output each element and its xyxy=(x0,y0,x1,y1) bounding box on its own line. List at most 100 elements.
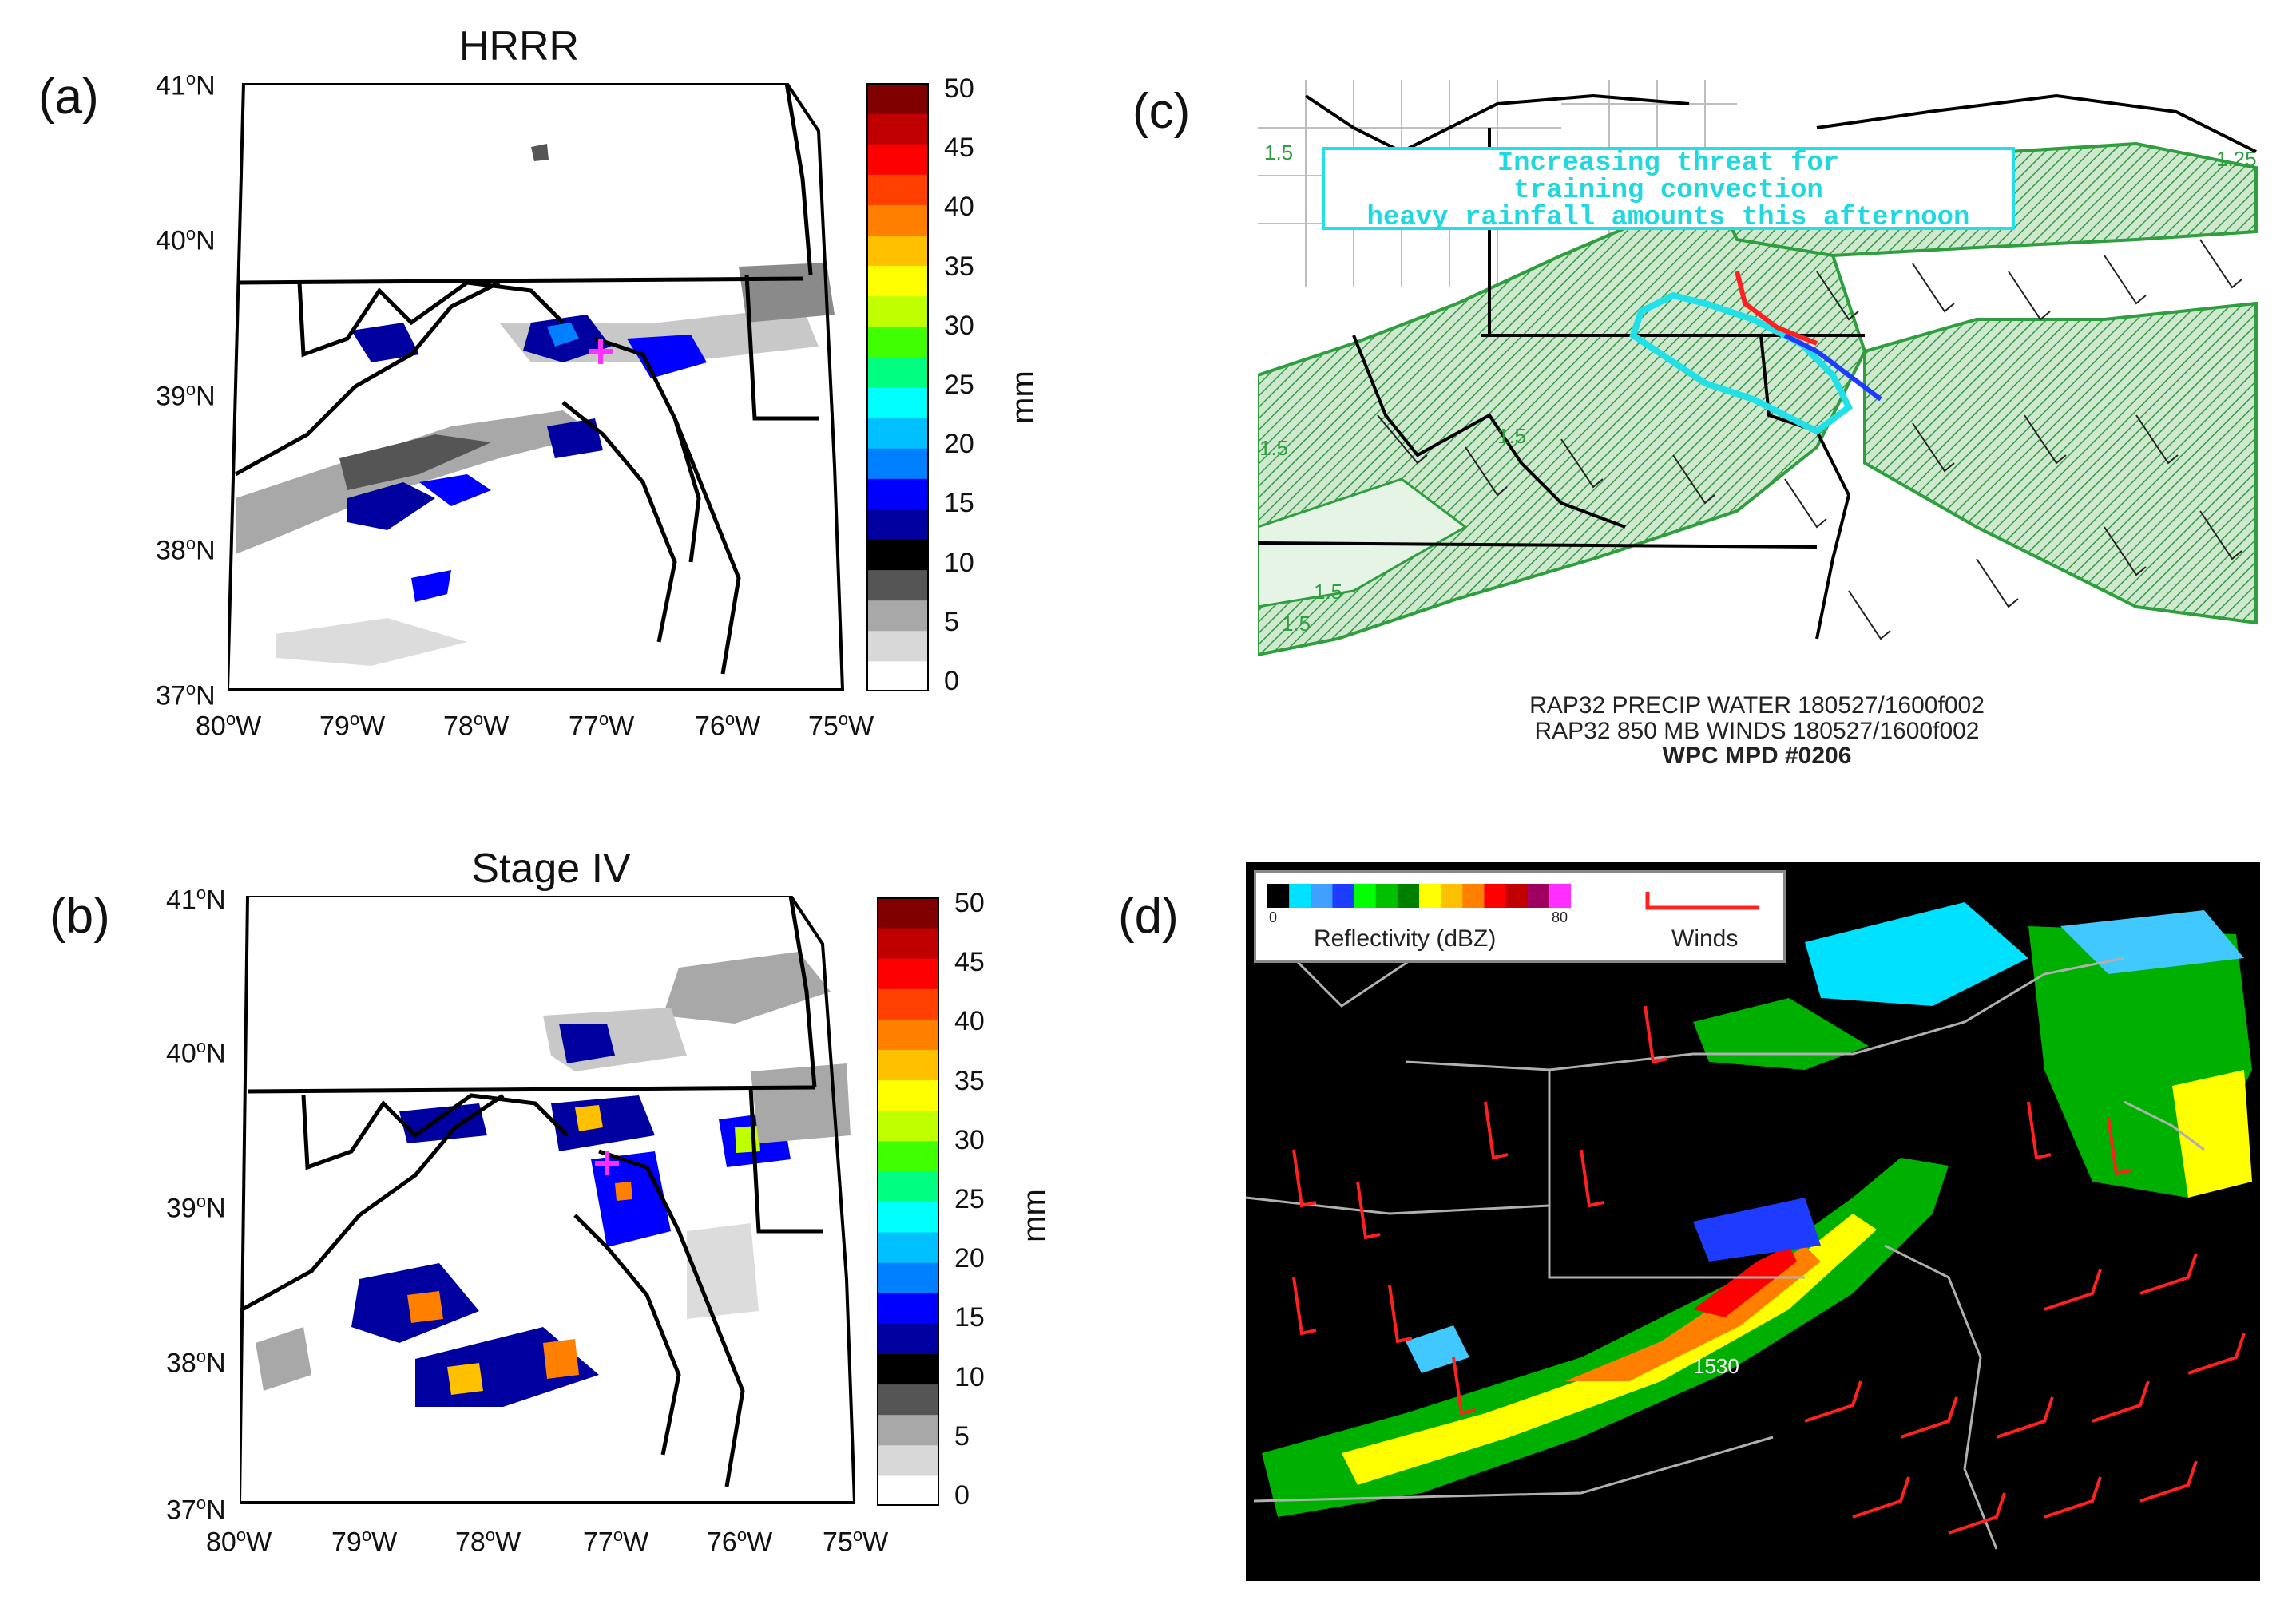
reflectivity-swatch xyxy=(1267,884,1290,908)
colorbar-segment xyxy=(877,1384,939,1416)
panel-b-title: Stage IV xyxy=(471,846,631,892)
colorbar-segment xyxy=(866,144,929,175)
colorbar-segment xyxy=(866,569,929,601)
colorbar-tick-label: 20 xyxy=(944,429,974,460)
colorbar-tick-label: 35 xyxy=(944,251,974,282)
panel-d-boundaries xyxy=(1246,941,2205,1550)
panel-b-lon-80: 80oW xyxy=(206,1525,272,1558)
panel-d-contour-label: 1530 xyxy=(1693,1354,1739,1378)
colorbar-tick-label: 0 xyxy=(954,1480,970,1511)
panel-d-letter: (d) xyxy=(1118,889,1179,944)
colorbar-segment xyxy=(877,928,939,959)
reflectivity-swatch xyxy=(1527,884,1550,908)
reflectivity-swatch xyxy=(1505,884,1529,908)
panel-a-title: HRRR xyxy=(458,23,580,69)
panel-a-colorbar xyxy=(866,83,929,691)
panel-a-lon-79: 79oW xyxy=(319,709,386,742)
panel-a-lon-76: 76oW xyxy=(695,709,761,742)
panel-d-legend-reflectivity: Reflectivity (dBZ) xyxy=(1314,925,1497,952)
colorbar-tick-label: 15 xyxy=(944,488,974,519)
panel-a-lat-39: 39oN xyxy=(156,379,216,412)
colorbar-segment xyxy=(866,204,929,236)
colorbar-tick-label: 45 xyxy=(944,133,974,164)
reflectivity-swatch xyxy=(1354,884,1377,908)
panel-c-caption: RAP32 PRECIP WATER 180527/1600f002 RAP32… xyxy=(1278,693,2236,769)
colorbar-segment xyxy=(866,448,929,479)
panel-d-legend: 0 80 Reflectivity (dBZ) Winds xyxy=(1254,870,1786,963)
panel-a-lat-40: 40oN xyxy=(156,224,216,256)
panel-b-lon-79: 79oW xyxy=(331,1525,398,1558)
colorbar-segment xyxy=(866,174,929,205)
panel-c-contour-labels: 1.5 1.25 1.5 1.5 1.5 1.5 xyxy=(1259,141,2257,636)
colorbar-segment xyxy=(877,1444,939,1476)
panel-a-map xyxy=(228,83,845,691)
panel-d-legend-winds: Winds xyxy=(1671,925,1739,952)
colorbar-segment xyxy=(877,1140,939,1172)
colorbar-segment xyxy=(866,539,929,571)
colorbar-tick-label: 15 xyxy=(954,1302,985,1333)
panel-d-legend-min: 0 xyxy=(1269,909,1278,925)
reflectivity-swatch xyxy=(1397,884,1420,908)
panel-c-contour-label: 1.25 xyxy=(2216,147,2257,171)
panel-b-map xyxy=(240,896,855,1504)
panel-a-lat-41: 41oN xyxy=(156,69,216,101)
panel-c-contour-label: 1.5 xyxy=(1259,436,1288,460)
colorbar-segment xyxy=(866,265,929,297)
panel-c-mpd-outline xyxy=(1629,291,1854,435)
colorbar-tick-label: 30 xyxy=(944,310,974,341)
panel-a-lon-80: 80oW xyxy=(196,709,262,742)
panel-c-wind-barbs xyxy=(1377,239,2242,640)
colorbar-segment xyxy=(866,418,929,449)
panel-a-lon-77: 77oW xyxy=(569,709,635,742)
colorbar-tick-label: 10 xyxy=(954,1361,985,1392)
colorbar-segment xyxy=(877,1079,939,1111)
colorbar-segment xyxy=(877,988,939,1020)
colorbar-segment xyxy=(866,660,929,691)
panel-a-lon-78: 78oW xyxy=(443,709,510,742)
panel-b-colorbar xyxy=(877,897,939,1506)
panel-b-letter: (b) xyxy=(50,889,110,944)
panel-a-site-marker xyxy=(589,339,613,364)
colorbar-tick-label: 5 xyxy=(944,606,959,637)
reflectivity-swatch xyxy=(1549,884,1571,908)
panel-b-lon-77: 77oW xyxy=(583,1525,649,1558)
colorbar-segment xyxy=(866,478,929,509)
colorbar-segment xyxy=(877,1323,939,1354)
colorbar-tick-label: 0 xyxy=(944,666,959,696)
colorbar-tick-label: 40 xyxy=(944,192,974,223)
panel-a-lon-75: 75oW xyxy=(808,709,874,742)
panel-c-contour-label: 1.5 xyxy=(1282,612,1311,636)
colorbar-segment xyxy=(866,235,929,267)
panel-d-legend-max: 80 xyxy=(1552,909,1568,925)
panel-c-caption-line-1: RAP32 PRECIP WATER 180527/1600f002 xyxy=(1529,692,1985,719)
panel-a-colorbar-unit: mm xyxy=(1005,370,1041,424)
panel-c-mpd-line-1: Increasing threat for xyxy=(1497,149,1840,179)
reflectivity-swatch xyxy=(1289,884,1311,908)
panel-a-precip xyxy=(236,144,835,666)
colorbar-segment xyxy=(866,387,929,418)
colorbar-segment xyxy=(877,1170,939,1202)
colorbar-segment xyxy=(866,356,929,388)
panel-c-contour-label: 1.5 xyxy=(1497,424,1526,448)
panel-d-legend-wind-icon xyxy=(1645,892,1759,910)
panel-c-front-blue xyxy=(1783,333,1882,402)
panel-c-front-red xyxy=(1735,271,1818,346)
reflectivity-swatch xyxy=(1484,884,1507,908)
colorbar-tick-label: 45 xyxy=(954,947,985,978)
colorbar-tick-label: 20 xyxy=(954,1243,985,1274)
colorbar-tick-label: 35 xyxy=(954,1065,985,1096)
colorbar-segment xyxy=(877,1293,939,1324)
panel-d-wind-barbs xyxy=(1292,1005,2246,1535)
panel-b-lat-38: 38oN xyxy=(166,1346,226,1379)
panel-b-site-marker xyxy=(595,1151,619,1175)
colorbar-segment xyxy=(877,1475,939,1506)
colorbar-segment xyxy=(866,326,929,358)
panel-d-reflectivity-scale xyxy=(1267,884,1571,908)
colorbar-segment xyxy=(877,1049,939,1081)
colorbar-segment xyxy=(877,1232,939,1263)
colorbar-segment xyxy=(877,1262,939,1293)
panel-c-mpd-text-box: Increasing threat for training convectio… xyxy=(1322,147,2015,232)
panel-b-lat-40: 40oN xyxy=(166,1036,226,1069)
colorbar-segment xyxy=(877,1019,939,1050)
colorbar-segment xyxy=(866,295,929,327)
